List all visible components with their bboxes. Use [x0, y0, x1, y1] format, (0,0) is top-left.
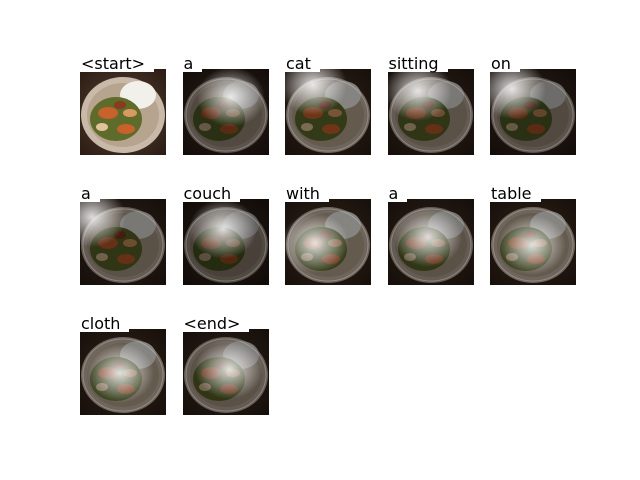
plate-image: [80, 329, 166, 415]
attention-map: [285, 69, 371, 155]
attention-panel: a: [182, 55, 269, 155]
token-label: a: [182, 55, 203, 72]
attention-panel: cat: [285, 55, 371, 155]
attention-panel: table: [490, 185, 576, 285]
plate-image: [80, 69, 166, 155]
plate-image: [387, 69, 474, 155]
token-label: cloth: [80, 315, 130, 332]
attention-panel: <end>: [182, 315, 269, 415]
plate-image: [490, 69, 576, 155]
attention-map: [387, 199, 474, 285]
attention-map: [387, 69, 474, 155]
plate-image: [182, 329, 269, 415]
attention-panel: sitting: [387, 55, 474, 155]
attention-panel: <start>: [80, 55, 166, 155]
attention-map: [285, 199, 371, 285]
attention-map: [490, 69, 576, 155]
token-label: table: [490, 185, 541, 202]
plate-image: [387, 199, 474, 285]
attention-map: [80, 329, 166, 415]
attention-panel: with: [285, 185, 371, 285]
plate-image: [80, 199, 166, 285]
attention-map: [182, 69, 269, 155]
token-label: with: [285, 185, 329, 202]
token-label: on: [490, 55, 520, 72]
attention-panel: on: [490, 55, 576, 155]
token-label: couch: [182, 185, 241, 202]
attention-panel: cloth: [80, 315, 166, 415]
attention-map: [182, 199, 269, 285]
plate-image: [490, 199, 576, 285]
plate-image: [182, 69, 269, 155]
token-label: <start>: [80, 55, 155, 72]
attention-map: [490, 199, 576, 285]
token-label: cat: [285, 55, 320, 72]
plate-image: [182, 199, 269, 285]
attention-map: [80, 199, 166, 285]
original-image: [80, 69, 166, 155]
plate-image: [285, 199, 371, 285]
attention-panel: couch: [182, 185, 269, 285]
token-label: a: [387, 185, 408, 202]
attention-panel: a: [80, 185, 166, 285]
token-label: <end>: [182, 315, 250, 332]
plate-image: [285, 69, 371, 155]
attention-panel: a: [387, 185, 474, 285]
token-label: sitting: [387, 55, 448, 72]
attention-map: [182, 329, 269, 415]
token-label: a: [80, 185, 100, 202]
